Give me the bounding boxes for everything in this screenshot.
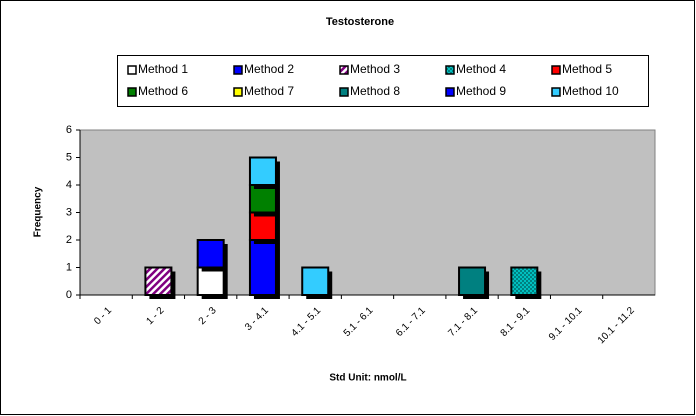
bar-segment (248, 211, 277, 241)
legend-label: Method 9 (456, 84, 506, 98)
legend-swatch (551, 65, 561, 75)
legend-label: Method 2 (244, 62, 294, 76)
y-tick-label: 6 (66, 124, 72, 136)
legend-label: Method 6 (138, 84, 188, 98)
legend-label: Method 8 (350, 84, 400, 98)
plot-area (79, 129, 656, 296)
legend-swatch (445, 87, 455, 97)
legend-label: Method 5 (562, 62, 612, 76)
y-tick-label: 2 (66, 234, 72, 246)
legend-box (117, 55, 649, 107)
chart-title: Testosterone (326, 16, 394, 28)
bar-segment (458, 266, 487, 296)
legend-swatch (339, 65, 349, 75)
legend-swatch (551, 87, 561, 97)
legend-label: Method 3 (350, 62, 400, 76)
legend-label: Method 7 (244, 84, 294, 98)
legend-label: Method 1 (138, 62, 188, 76)
y-tick-label: 4 (66, 179, 72, 191)
y-tick-label: 1 (66, 261, 72, 273)
legend-label: Method 4 (456, 62, 506, 76)
bar-segment (301, 266, 330, 296)
legend-swatch (233, 65, 243, 75)
bar-segment (196, 239, 225, 269)
y-tick-label: 0 (66, 289, 72, 301)
y-axis-label: Frequency (33, 186, 44, 237)
legend-swatch (339, 87, 349, 97)
legend-swatch (445, 65, 455, 75)
legend-swatch (233, 87, 243, 97)
bar-segment (144, 266, 173, 296)
bar-segment (248, 156, 277, 186)
bar-segment (510, 266, 539, 296)
legend-label: Method 10 (562, 84, 619, 98)
bar-segment (248, 184, 277, 214)
y-tick-label: 3 (66, 206, 72, 218)
x-axis-label: Std Unit: nmol/L (329, 373, 406, 384)
legend-swatch (127, 65, 137, 75)
legend-swatch (127, 87, 137, 97)
bar-segment (196, 266, 225, 296)
y-tick-label: 5 (66, 151, 72, 163)
bar-segment (248, 239, 277, 296)
